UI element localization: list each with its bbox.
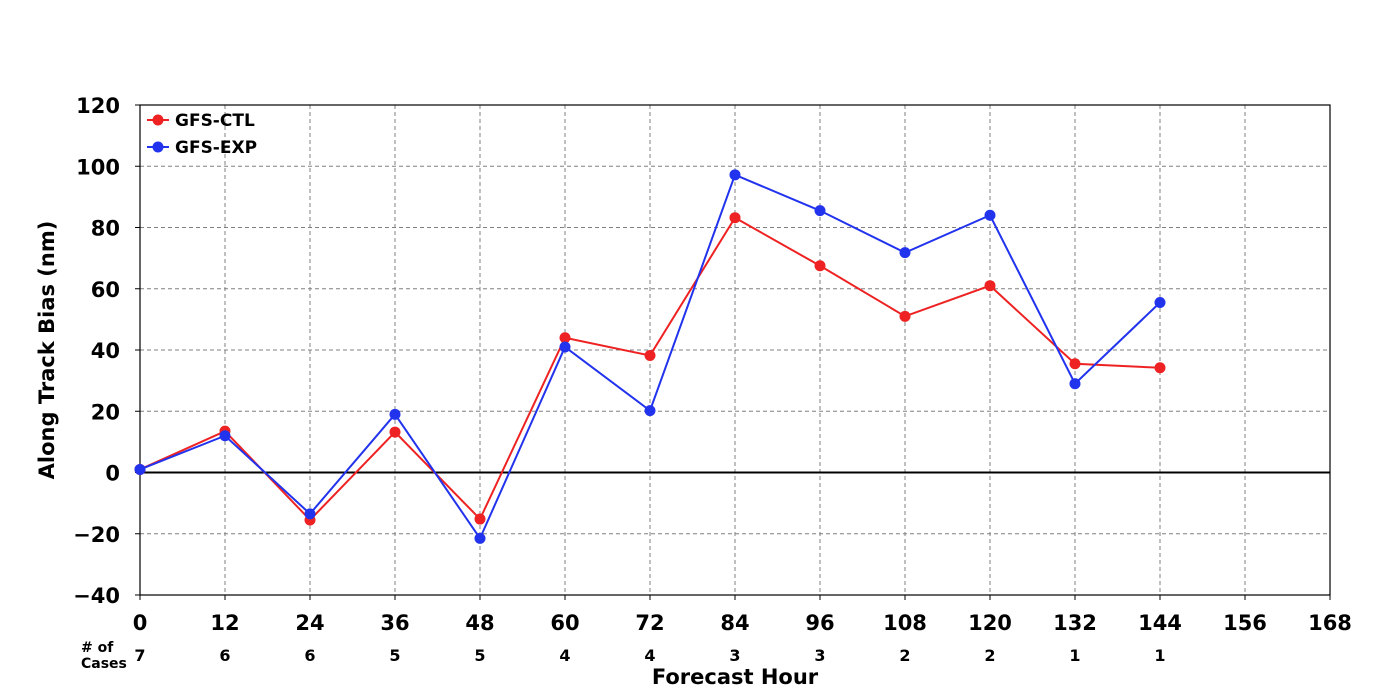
- x-tick-label: 84: [720, 611, 749, 635]
- data-point: [814, 260, 826, 272]
- data-point: [474, 513, 486, 525]
- x-tick-label: 168: [1308, 611, 1352, 635]
- x-tick-label: 156: [1223, 611, 1267, 635]
- data-point: [134, 463, 146, 475]
- y-tick-label: 40: [91, 339, 120, 363]
- data-point: [984, 209, 996, 221]
- x-tick-label: 108: [883, 611, 927, 635]
- data-point: [899, 247, 911, 259]
- x-tick-label: 24: [295, 611, 324, 635]
- case-count: 3: [814, 646, 825, 665]
- data-point: [1154, 297, 1166, 309]
- data-point: [1154, 362, 1166, 374]
- x-tick-label: 132: [1053, 611, 1097, 635]
- legend-entry-exp: GFS-EXP: [147, 138, 257, 158]
- data-point: [559, 341, 571, 353]
- case-count: 5: [389, 646, 400, 665]
- legend-marker-ctl: [152, 114, 164, 126]
- case-count: 2: [899, 646, 910, 665]
- data-point: [389, 408, 401, 420]
- data-point: [899, 310, 911, 322]
- case-count: 4: [644, 646, 655, 665]
- series-layer: [134, 169, 1166, 544]
- cases-row: 7 6 6 5 5 4 4 3 3 2 2 1 1: [134, 646, 1165, 665]
- y-tick-label: 80: [91, 217, 120, 241]
- series-line: [139, 216, 1161, 522]
- x-tick-labels: 0 12 24 36 48 60 72 84 96 108 120 132 144 156 168: [133, 595, 1352, 635]
- y-tick-label: 20: [91, 400, 120, 424]
- case-count: 1: [1069, 646, 1080, 665]
- case-count: 6: [304, 646, 315, 665]
- x-tick-label: 0: [133, 611, 148, 635]
- x-tick-label: 36: [380, 611, 409, 635]
- x-tick-label: 72: [635, 611, 664, 635]
- case-count: 2: [984, 646, 995, 665]
- data-point: [729, 169, 741, 181]
- x-axis-label: Forecast Hour: [652, 665, 819, 689]
- legend-label-ctl: GFS-CTL: [175, 111, 255, 131]
- data-point: [389, 426, 401, 438]
- x-tick-label: 96: [805, 611, 834, 635]
- y-tick-label: 100: [76, 155, 120, 179]
- x-tick-label: 60: [550, 611, 579, 635]
- case-count: 4: [559, 646, 570, 665]
- data-point: [304, 508, 316, 520]
- case-count: 7: [134, 646, 145, 665]
- y-tick-label: 60: [91, 278, 120, 302]
- case-count: 3: [729, 646, 740, 665]
- data-point: [984, 280, 996, 292]
- grid-layer: [140, 105, 1330, 595]
- data-point: [1069, 358, 1081, 370]
- series-gfs-exp: [134, 169, 1166, 544]
- legend: GFS-CTL GFS-EXP: [147, 111, 257, 158]
- case-count: 1: [1154, 646, 1165, 665]
- y-tick-label: 120: [76, 94, 120, 118]
- x-tick-label: 144: [1138, 611, 1182, 635]
- x-tick-label: 48: [465, 611, 494, 635]
- cases-label-line2: Cases: [81, 656, 127, 672]
- case-count: 6: [219, 646, 230, 665]
- cases-label-line1: # of: [81, 640, 114, 656]
- x-tick-label: 120: [968, 611, 1012, 635]
- y-axis-label: Along Track Bias (nm): [35, 221, 59, 480]
- legend-label-exp: GFS-EXP: [175, 138, 257, 158]
- case-count: 5: [474, 646, 485, 665]
- y-tick-label: −20: [73, 523, 120, 547]
- y-tick-labels: −40 −20 0 20 40 60 80 100 120: [73, 94, 140, 608]
- y-tick-label: −40: [73, 584, 120, 608]
- data-point: [474, 532, 486, 544]
- data-point: [559, 332, 571, 344]
- legend-marker-exp: [152, 141, 164, 153]
- data-point: [644, 350, 656, 362]
- data-point: [814, 205, 826, 217]
- data-point: [644, 405, 656, 417]
- data-point: [1069, 378, 1081, 390]
- legend-entry-ctl: GFS-CTL: [147, 111, 255, 131]
- y-tick-label: 0: [105, 462, 120, 486]
- x-tick-label: 12: [210, 611, 239, 635]
- data-point: [729, 212, 741, 224]
- data-point: [219, 430, 231, 442]
